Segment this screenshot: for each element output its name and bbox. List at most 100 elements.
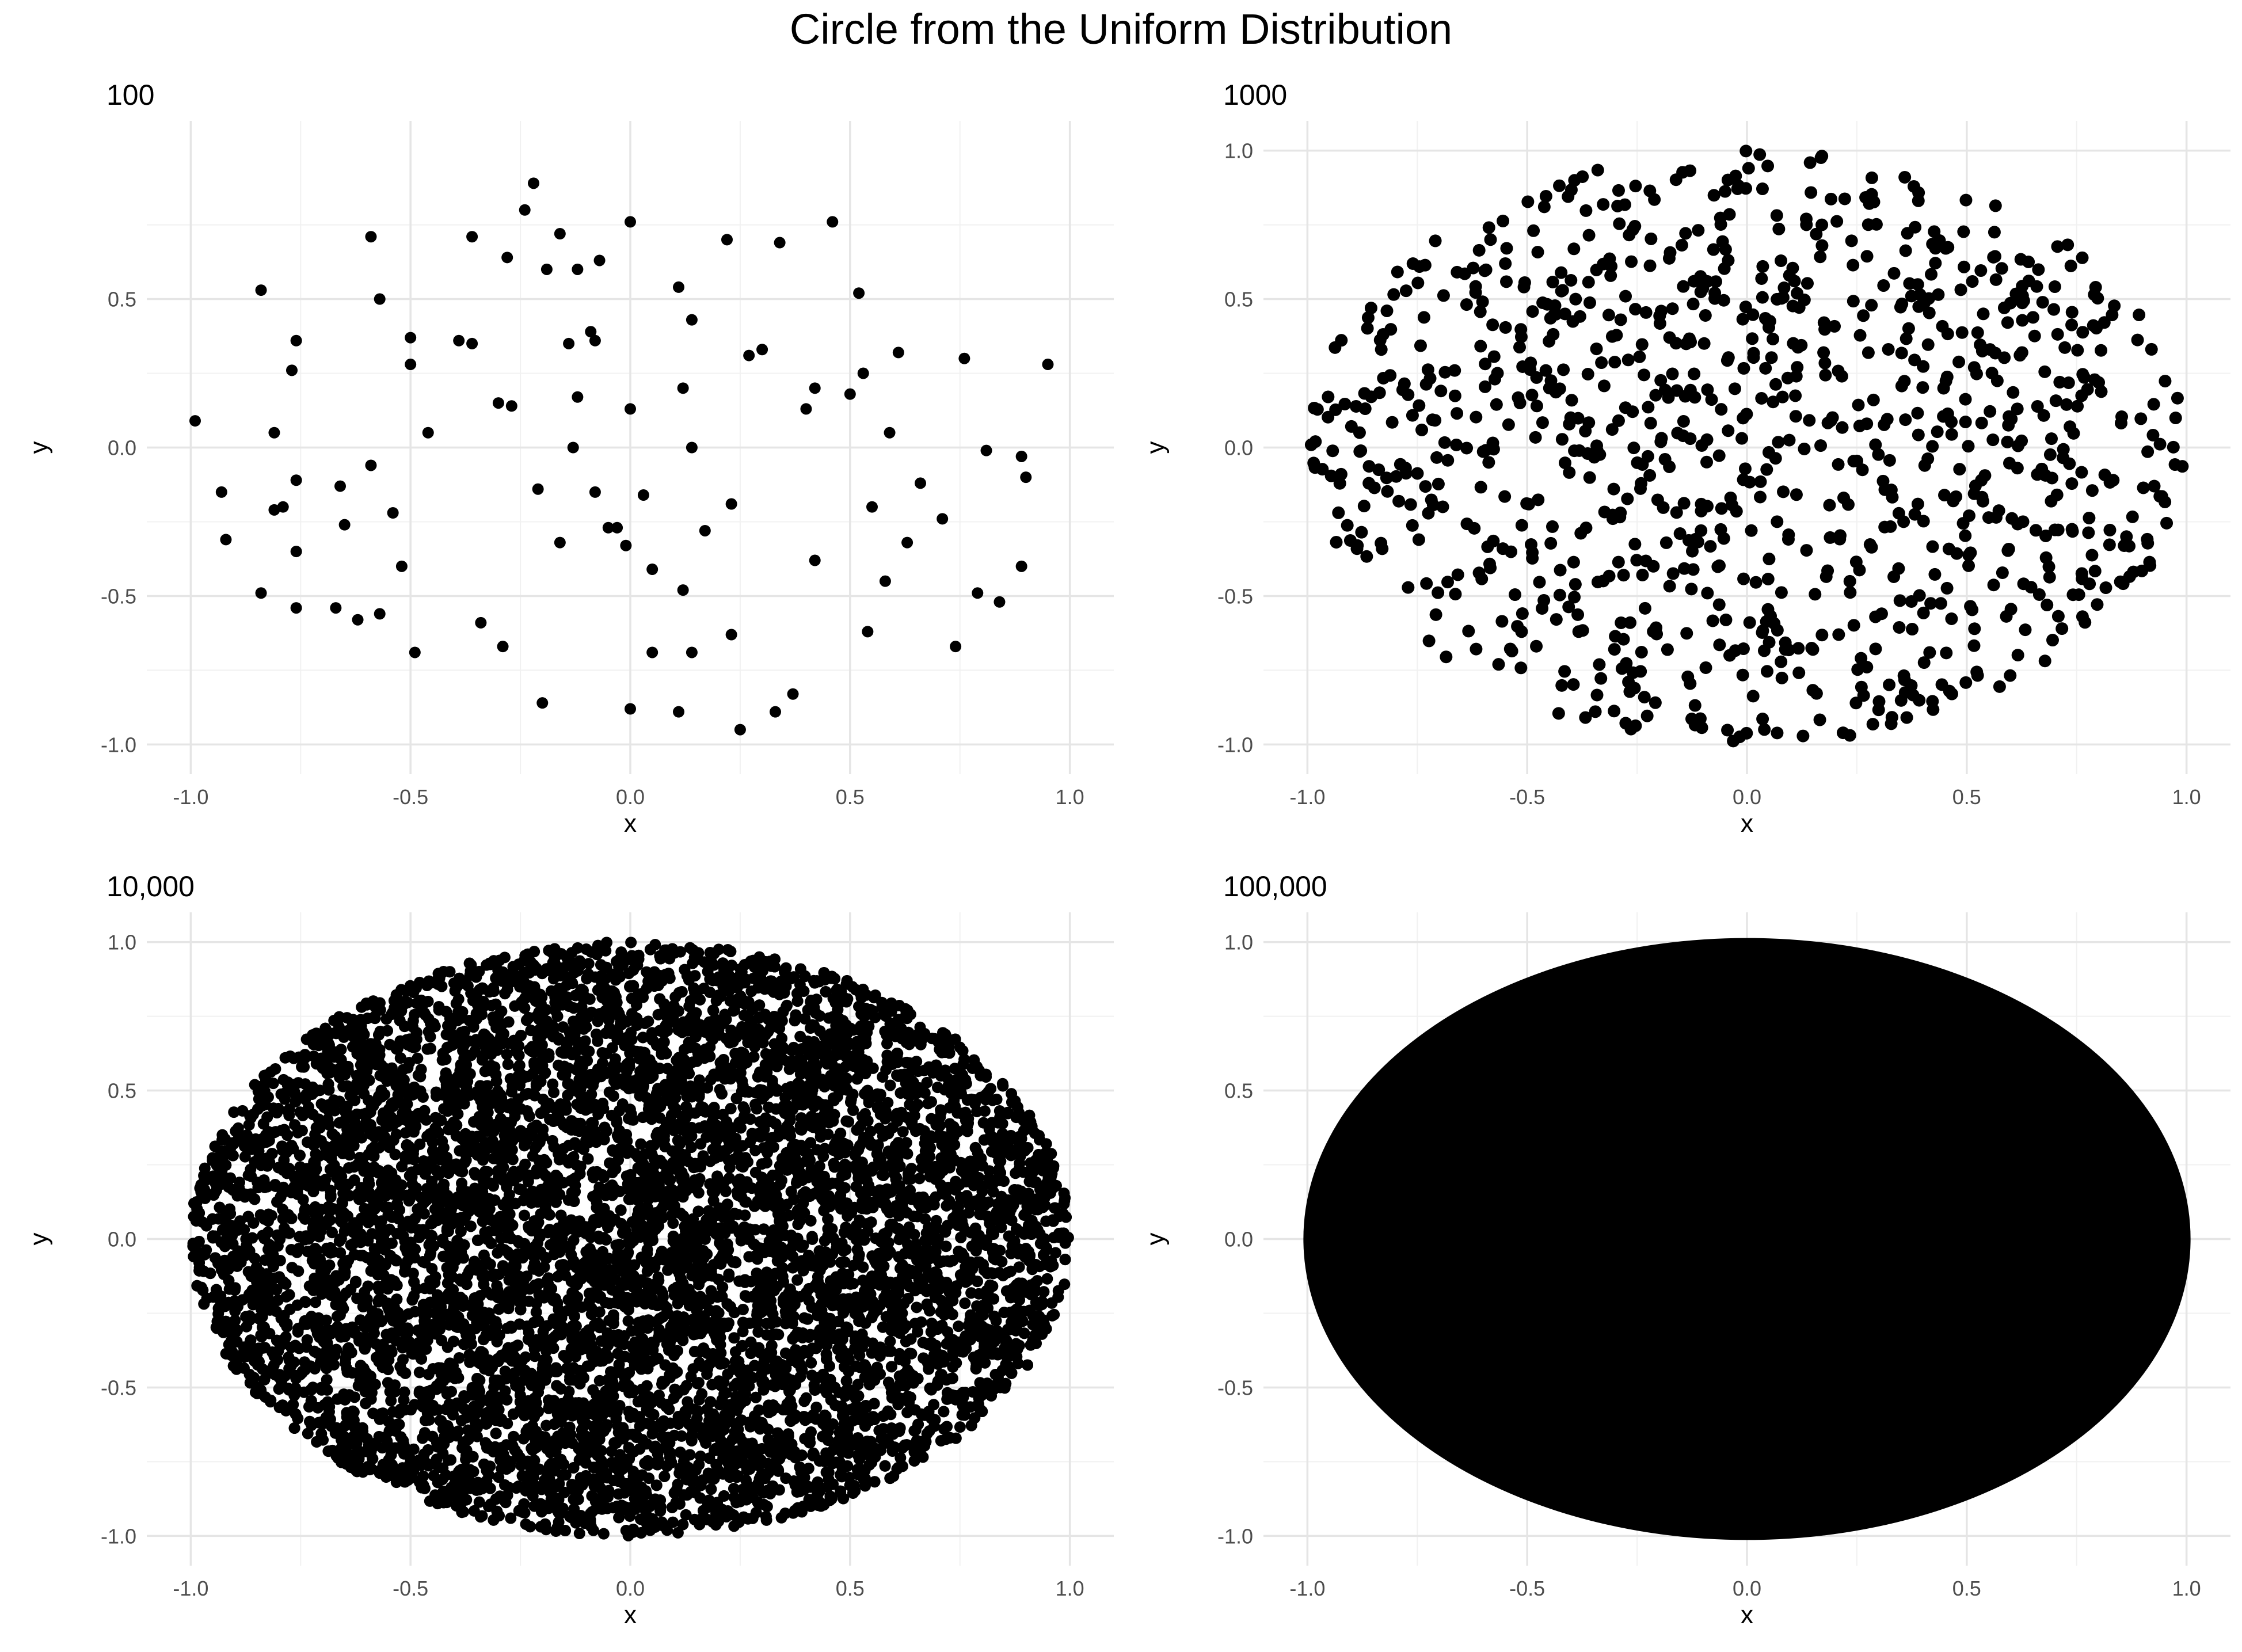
- data-point: [1897, 515, 1910, 528]
- data-point: [1594, 672, 1608, 685]
- data-point: [2066, 525, 2079, 538]
- data-point: [1699, 661, 1712, 674]
- data-point: [2047, 303, 2061, 316]
- data-point: [1479, 380, 1492, 393]
- figure-title: Circle from the Uniform Distribution: [789, 5, 1453, 53]
- data-point: [2051, 610, 2065, 623]
- data-point: [1824, 531, 1837, 544]
- data-point: [937, 513, 949, 525]
- data-point: [1385, 416, 1399, 429]
- data-point: [1582, 276, 1595, 289]
- data-point: [1623, 229, 1636, 242]
- data-point: [2003, 456, 2016, 470]
- data-point: [1803, 414, 1816, 427]
- data-point: [405, 332, 417, 344]
- data-point: [625, 403, 636, 415]
- data-point: [2043, 448, 2057, 461]
- data-point: [737, 1326, 749, 1338]
- data-point: [1853, 419, 1866, 432]
- data-point: [1707, 189, 1720, 202]
- data-point: [1422, 634, 1436, 648]
- data-point: [2048, 280, 2061, 294]
- data-point: [1756, 291, 1769, 304]
- data-point: [1739, 300, 1752, 314]
- data-point: [1872, 695, 1886, 708]
- data-point: [402, 1308, 414, 1320]
- data-point: [1608, 643, 1621, 656]
- data-point: [1701, 500, 1714, 513]
- data-point: [1937, 382, 1950, 395]
- data-point: [1015, 450, 1027, 462]
- data-point: [338, 519, 351, 531]
- data-point: [1803, 156, 1817, 169]
- data-point: [1971, 326, 1984, 339]
- data-point: [1614, 313, 1627, 326]
- data-point: [505, 400, 517, 412]
- data-point: [1543, 334, 1556, 348]
- data-point: [1498, 490, 1512, 503]
- data-point: [1746, 332, 1759, 345]
- data-point: [1487, 350, 1501, 363]
- data-point: [1579, 204, 1593, 217]
- data-point: [1436, 500, 1449, 513]
- data-point: [473, 1496, 485, 1508]
- data-point: [1882, 343, 1895, 356]
- data-point: [1876, 474, 1890, 488]
- data-point: [2146, 428, 2160, 441]
- data-point: [1675, 238, 1688, 252]
- data-point: [1546, 275, 1559, 288]
- data-point: [1917, 656, 1931, 669]
- points: [187, 937, 1074, 1541]
- data-point: [1590, 688, 1604, 702]
- data-point: [501, 252, 513, 264]
- data-point: [1869, 642, 1882, 656]
- data-point: [1792, 666, 1806, 679]
- data-point: [1417, 311, 1430, 324]
- data-point: [1925, 268, 1938, 281]
- data-point: [255, 587, 267, 599]
- data-point: [1530, 371, 1543, 384]
- data-point: [602, 522, 614, 534]
- data-point: [2141, 445, 2155, 458]
- x-tick-label: 0.5: [836, 1577, 865, 1600]
- data-point: [1595, 356, 1608, 370]
- data-point: [1449, 588, 1462, 601]
- data-point: [1828, 319, 1841, 333]
- data-point: [585, 326, 597, 338]
- data-point: [1728, 382, 1741, 395]
- panel-100: -1.0 -0.5 0.0 0.5 1.0 -1.0 -0.5 0.0 0.5 100 x y: [0, 69, 1121, 861]
- data-point: [950, 1280, 962, 1292]
- data-point: [844, 388, 856, 400]
- data-point: [1648, 193, 1661, 206]
- x-tick-label: -1.0: [173, 785, 208, 809]
- data-point: [1771, 726, 1784, 740]
- data-point: [1588, 451, 1601, 464]
- data-point: [2144, 559, 2157, 572]
- data-point: [1815, 629, 1829, 642]
- data-point: [286, 364, 298, 376]
- data-point: [1952, 355, 1966, 368]
- data-point: [1362, 460, 1376, 473]
- data-point: [2030, 280, 2043, 293]
- data-point: [1530, 399, 1543, 413]
- data-point: [1893, 621, 1906, 634]
- data-point: [1664, 246, 1677, 259]
- data-point: [1643, 469, 1657, 482]
- data-point: [1988, 226, 2001, 239]
- data-point: [1629, 303, 1642, 316]
- data-point: [1745, 524, 1758, 537]
- data-point: [1643, 259, 1657, 272]
- data-point: [1398, 377, 1411, 390]
- data-point: [1775, 254, 1788, 267]
- data-point: [1330, 535, 1343, 549]
- data-point: [1869, 610, 1882, 623]
- data-point: [1633, 350, 1646, 363]
- data-point: [1539, 189, 1552, 203]
- data-point: [1380, 304, 1394, 318]
- data-point: [2107, 474, 2120, 487]
- data-point: [915, 477, 926, 489]
- data-point: [1562, 190, 1575, 203]
- data-point: [1484, 561, 1497, 574]
- data-point: [484, 1258, 496, 1270]
- data-point: [1782, 528, 1795, 542]
